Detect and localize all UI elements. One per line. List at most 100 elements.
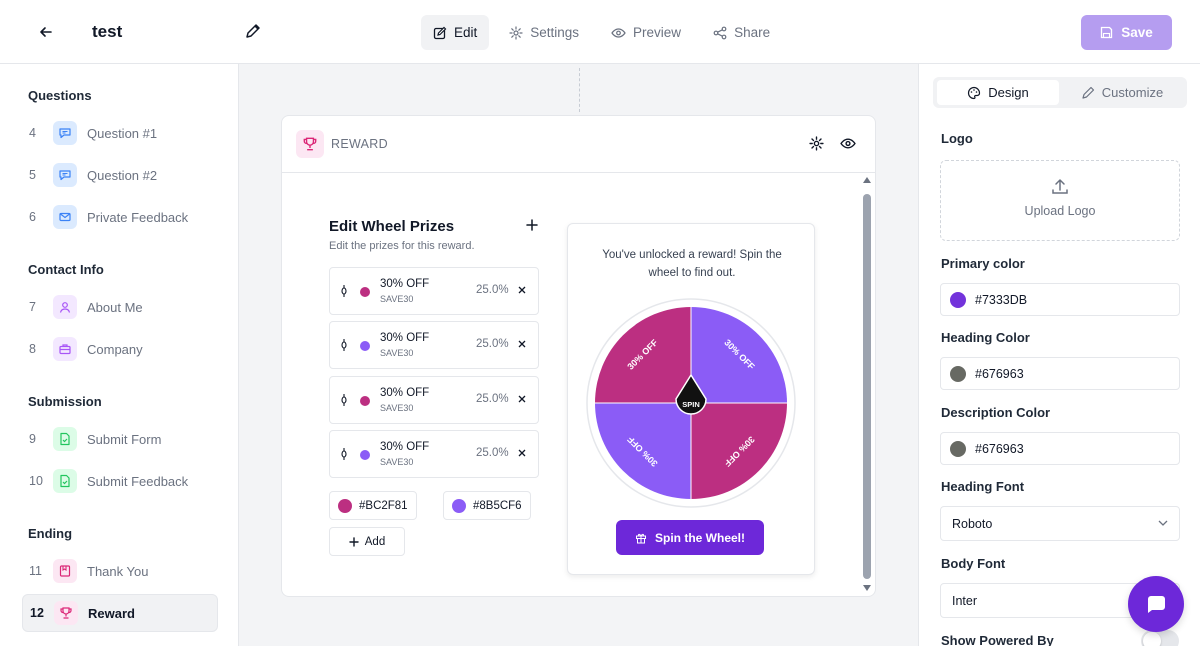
color-chip-purple[interactable]: #8B5CF6	[443, 491, 531, 520]
sidebar-item-private-feedback[interactable]: 6 Private Feedback	[22, 198, 218, 236]
powered-by-toggle[interactable]	[1141, 630, 1179, 646]
remove-prize-close-icon[interactable]	[517, 448, 527, 458]
card-scrollbar[interactable]	[860, 174, 874, 596]
sidebar-item-submit-feedback[interactable]: 10 Submit Feedback	[22, 462, 218, 500]
sidebar-item-label: About Me	[87, 299, 143, 315]
pencil-icon	[1081, 86, 1095, 100]
color-swatch[interactable]	[950, 291, 966, 308]
remove-prize-close-icon[interactable]	[517, 394, 527, 404]
scroll-up-arrow-icon[interactable]	[862, 176, 872, 184]
sidebar-item-submit-form[interactable]: 9 Submit Form	[22, 420, 218, 458]
heading-color-label: Heading Color	[941, 330, 1030, 345]
sidebar-item-about-me[interactable]: 7 About Me	[22, 288, 218, 326]
chevron-down-icon	[1158, 520, 1168, 527]
tab-edit[interactable]: Edit	[421, 15, 490, 50]
tab-settings-label: Settings	[530, 25, 580, 40]
spin-the-wheel-button[interactable]: Spin the Wheel!	[616, 520, 764, 555]
back-arrow-icon[interactable]	[34, 20, 58, 44]
upload-logo-dropzone[interactable]: Upload Logo	[940, 160, 1180, 241]
pencil-square-icon	[433, 26, 447, 40]
primary-color-label: Primary color	[941, 256, 1025, 271]
tab-edit-label: Edit	[454, 25, 478, 40]
prize-row[interactable]: 30% OFF SAVE30 25.0%	[329, 430, 539, 478]
bookmark-icon	[53, 559, 77, 583]
sidebar-item-question-1[interactable]: 4 Question #1	[22, 114, 218, 152]
chat-bubble-icon	[1144, 592, 1168, 616]
card-header: REWARD	[282, 116, 875, 173]
color-chip-pink[interactable]: #BC2F81	[329, 491, 417, 520]
trophy-icon	[54, 601, 78, 625]
heading-color-input[interactable]: #676963	[940, 357, 1180, 390]
design-panel-tabs: Design Customize	[933, 77, 1187, 108]
sidebar-item-thank-you[interactable]: 11 Thank You	[22, 552, 218, 590]
description-color-input[interactable]: #676963	[940, 432, 1180, 465]
sidebar-item-label: Company	[87, 341, 143, 357]
toggle-knob	[1143, 632, 1161, 646]
scroll-down-arrow-icon[interactable]	[862, 584, 872, 592]
tab-share[interactable]: Share	[701, 15, 782, 50]
tab-settings[interactable]: Settings	[497, 15, 591, 50]
plus-icon	[349, 536, 359, 547]
color-swatch[interactable]	[950, 440, 966, 457]
prize-row[interactable]: 30% OFF SAVE30 25.0%	[329, 321, 539, 369]
gear-icon	[509, 25, 523, 40]
chat-launcher-button[interactable]	[1128, 576, 1184, 632]
heading-font-value: Roboto	[952, 516, 993, 531]
save-button-label: Save	[1121, 25, 1153, 40]
save-button[interactable]: Save	[1081, 15, 1172, 50]
drag-handle-icon[interactable]	[341, 338, 347, 352]
sidebar-item-reward[interactable]: 12 Reward	[22, 594, 218, 632]
step-number: 5	[29, 168, 36, 182]
add-prize-plus-icon[interactable]	[525, 218, 539, 232]
drag-handle-icon[interactable]	[341, 393, 347, 407]
remove-prize-close-icon[interactable]	[517, 339, 527, 349]
tab-customize[interactable]: Customize	[1061, 80, 1183, 105]
reward-message: You've unlocked a reward! Spin the wheel…	[602, 249, 782, 279]
prize-color-dot	[360, 450, 370, 460]
tab-design[interactable]: Design	[937, 80, 1059, 105]
prize-row[interactable]: 30% OFF SAVE30 25.0%	[329, 376, 539, 424]
wheel-pointer[interactable]	[675, 373, 707, 415]
sidebar-item-question-2[interactable]: 5 Question #2	[22, 156, 218, 194]
color-swatch	[452, 498, 466, 513]
wheel-segment	[595, 403, 691, 499]
upload-icon	[1050, 177, 1070, 197]
chat-bubble-icon	[53, 163, 77, 187]
heading-font-select[interactable]: Roboto	[940, 506, 1180, 541]
drag-handle-icon[interactable]	[341, 284, 347, 298]
step-number: 4	[29, 126, 36, 140]
sidebar-item-company[interactable]: 8 Company	[22, 330, 218, 368]
gear-icon[interactable]	[809, 136, 824, 151]
body-font-label: Body Font	[941, 556, 1006, 571]
prize-code: SAVE30	[380, 294, 414, 304]
primary-color-input[interactable]: #7333DB	[940, 283, 1180, 316]
scroll-thumb[interactable]	[863, 194, 871, 579]
user-icon	[53, 295, 77, 319]
step-number: 9	[29, 432, 36, 446]
description-color-value: #676963	[975, 441, 1024, 456]
color-swatch[interactable]	[950, 365, 966, 382]
step-number: 8	[29, 342, 36, 356]
prize-wheel[interactable]: 30% OFF 30% OFF 30% OFF 30% OFF SPIN	[585, 297, 797, 509]
powered-by-label: Show Powered By	[941, 633, 1054, 646]
group-title-ending: Ending	[28, 526, 73, 541]
prize-code: SAVE30	[380, 457, 414, 467]
spin-center-label: SPIN	[682, 400, 700, 409]
add-button-label: Add	[364, 535, 386, 548]
wheel-segment	[691, 403, 787, 499]
prize-percent: 25.0%	[476, 447, 509, 459]
eye-icon[interactable]	[840, 136, 856, 151]
remove-prize-close-icon[interactable]	[517, 285, 527, 295]
color-chip-value: #8B5CF6	[473, 499, 522, 512]
prize-label: 30% OFF	[380, 332, 430, 344]
sidebar-item-label: Submit Form	[87, 431, 162, 447]
rename-pencil-icon[interactable]	[244, 22, 264, 42]
chat-bubble-icon	[53, 121, 77, 145]
gift-icon	[635, 532, 647, 544]
tab-preview[interactable]: Preview	[599, 15, 693, 50]
drag-handle-icon[interactable]	[341, 447, 347, 461]
prize-row[interactable]: 30% OFF SAVE30 25.0%	[329, 267, 539, 315]
prize-label: 30% OFF	[380, 278, 430, 290]
prize-code: SAVE30	[380, 403, 414, 413]
add-prize-button[interactable]: Add	[329, 527, 405, 556]
